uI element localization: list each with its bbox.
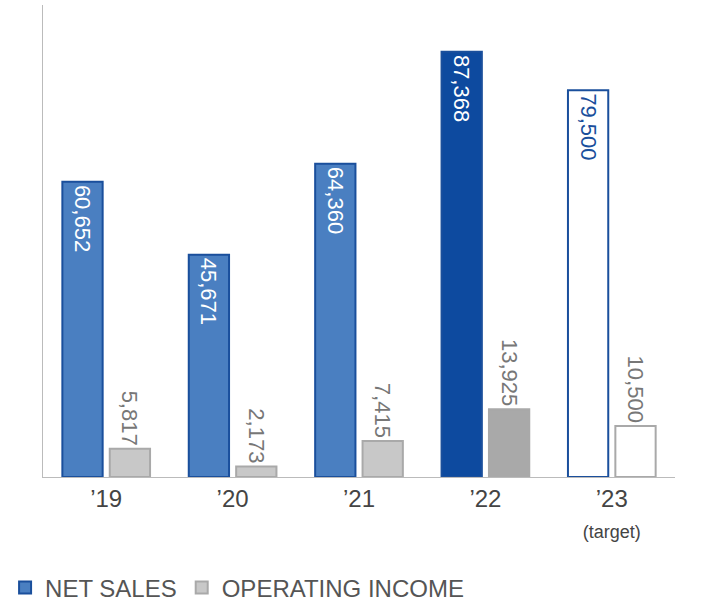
svg-text:10,500: 10,500: [623, 356, 648, 423]
svg-text:’20: ’20: [217, 485, 249, 512]
svg-text:7,415: 7,415: [370, 383, 395, 438]
svg-text:64,360: 64,360: [323, 167, 348, 234]
svg-text:60,652: 60,652: [70, 185, 95, 252]
svg-text:NET SALES: NET SALES: [45, 575, 177, 602]
svg-text:2,173: 2,173: [244, 408, 269, 463]
svg-text:45,671: 45,671: [196, 258, 221, 325]
svg-text:’23(target): ’23(target): [583, 485, 641, 542]
svg-text:’21: ’21: [343, 485, 375, 512]
svg-text:79,500: 79,500: [576, 93, 601, 160]
svg-text:’22: ’22: [469, 485, 501, 512]
svg-text:’19: ’19: [90, 485, 122, 512]
svg-text:5,817: 5,817: [117, 391, 142, 446]
svg-text:87,368: 87,368: [449, 55, 474, 122]
svg-text:13,925: 13,925: [497, 339, 522, 406]
svg-text:OPERATING INCOME: OPERATING INCOME: [222, 575, 464, 602]
